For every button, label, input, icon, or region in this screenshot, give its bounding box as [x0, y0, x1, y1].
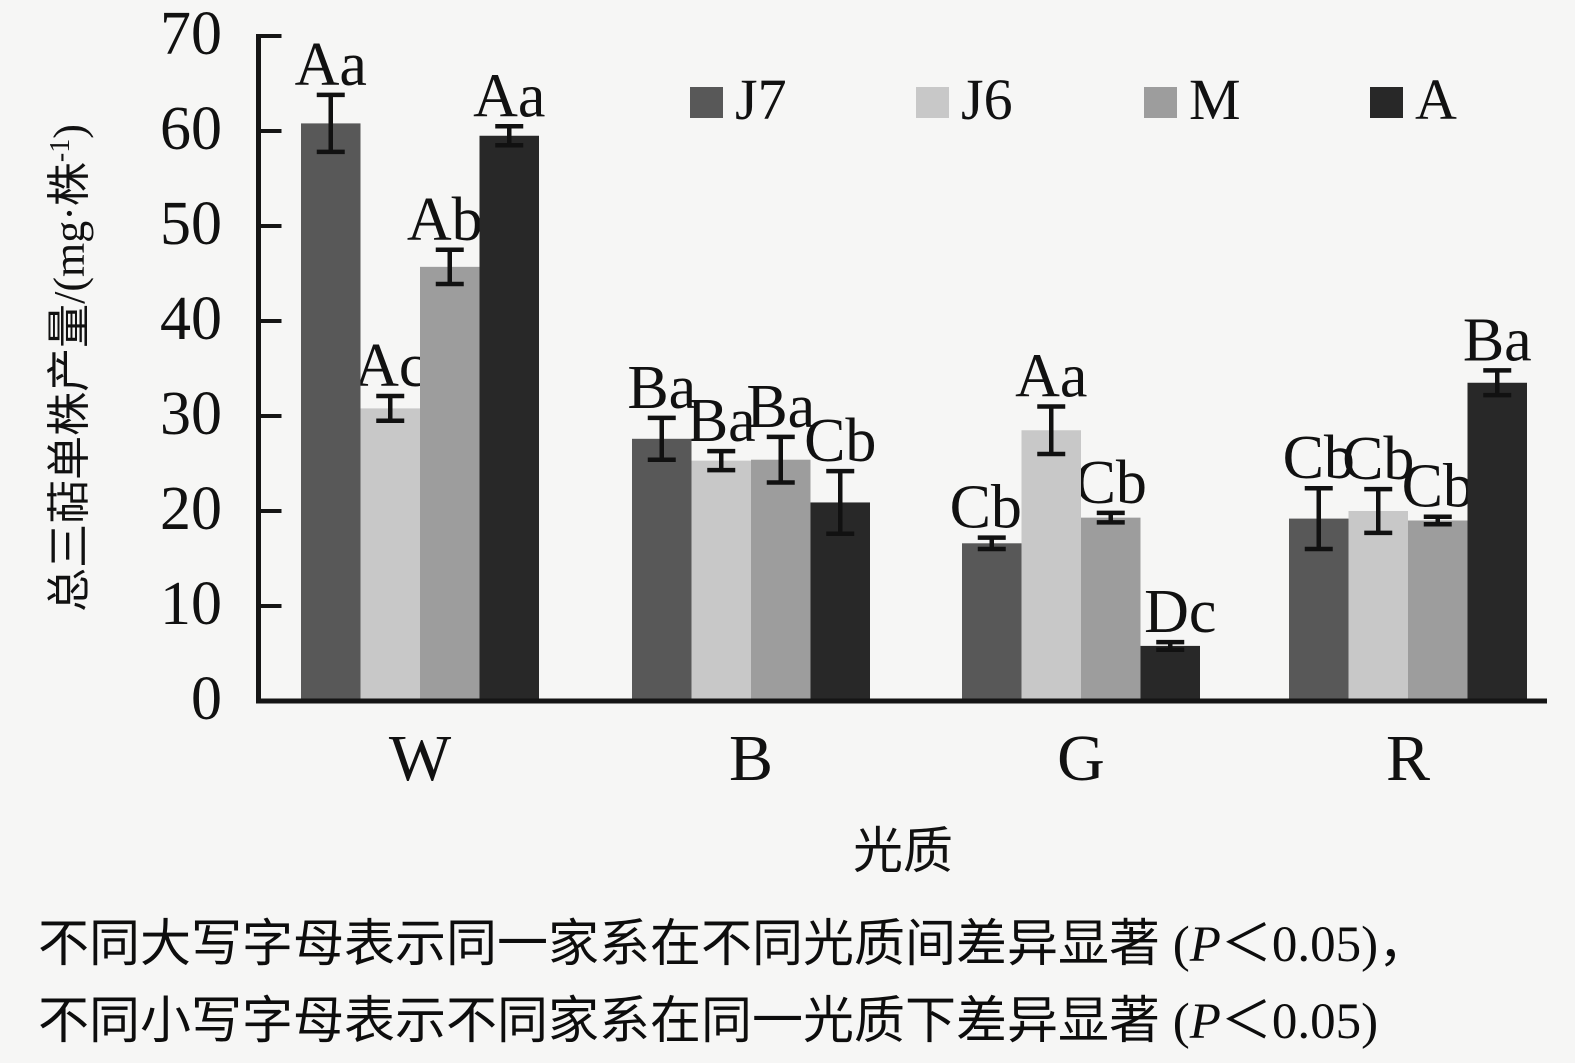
- bar-M-B: [751, 459, 811, 701]
- x-axis-title: 光质: [853, 823, 953, 879]
- sig-label-M-B: Ba: [746, 373, 815, 441]
- bar-M-G: [1081, 517, 1141, 701]
- bar-J6-B: [691, 460, 751, 701]
- y-axis-title: 总三萜单株产量/(mg·株-1): [45, 124, 94, 612]
- bar-J6-R: [1348, 511, 1408, 701]
- bar-J7-W: [301, 123, 361, 701]
- error-bar-J6-R: [1364, 486, 1393, 536]
- error-bar-A-B: [826, 468, 855, 537]
- legend-label-A: A: [1415, 67, 1457, 132]
- error-bar-M-R: [1423, 514, 1452, 527]
- sig-label-M-R: Cb: [1402, 453, 1474, 521]
- sig-label-J7-B: Ba: [627, 354, 696, 422]
- x-category-label-W: W: [389, 722, 452, 795]
- error-bar-J7-R: [1304, 485, 1333, 552]
- bar-J7-B: [632, 438, 692, 701]
- legend-label-J7: J7: [735, 67, 787, 132]
- error-bar-J6-W: [376, 393, 405, 423]
- sig-label-A-G: Dc: [1144, 578, 1216, 646]
- sig-label-J6-B: Ba: [687, 387, 756, 455]
- caption-text: 不同小写字母表示不同家系在同一光质下差异显著 (: [38, 994, 1190, 1050]
- error-bar-J6-B: [707, 448, 736, 473]
- sig-label-J7-G: Cb: [950, 474, 1022, 542]
- x-category-label-R: R: [1386, 722, 1430, 795]
- error-bar-A-W: [495, 124, 524, 148]
- legend-label-J6: J6: [961, 67, 1013, 132]
- error-bar-J6-G: [1037, 404, 1066, 457]
- y-tick-label-50: 50: [160, 190, 222, 258]
- sig-label-M-G: Cb: [1075, 449, 1147, 517]
- error-bar-M-G: [1096, 510, 1125, 525]
- caption-p-symbol: P: [1189, 917, 1221, 973]
- bar-J6-W: [360, 408, 420, 701]
- caption-p-symbol: P: [1189, 994, 1221, 1050]
- y-tick-label-0: 0: [191, 665, 222, 733]
- legend-label-M: M: [1189, 67, 1241, 132]
- x-category-label-B: B: [729, 722, 773, 795]
- bar-J7-G: [962, 543, 1022, 701]
- sig-label-M-W: Ab: [407, 186, 483, 254]
- error-bar-A-G: [1156, 639, 1185, 652]
- sig-label-J7-R: Cb: [1283, 424, 1355, 492]
- sig-label-A-R: Ba: [1463, 306, 1532, 374]
- bar-M-W: [420, 266, 480, 701]
- y-tick-label-40: 40: [160, 285, 222, 353]
- bar-A-G: [1140, 645, 1200, 701]
- sig-label-J6-R: Cb: [1342, 425, 1414, 493]
- caption-line-2: 不同小写字母表示不同家系在同一光质下差异显著 (P＜0.05): [38, 984, 1568, 1061]
- error-bar-M-W: [435, 247, 464, 287]
- caption-text: ＜0.05): [1220, 994, 1379, 1050]
- caption-line-1: 不同大写字母表示同一家系在不同光质间差异显著 (P＜0.05)，: [38, 907, 1568, 984]
- y-tick-label-10: 10: [160, 570, 222, 638]
- sig-label-J6-W: Ac: [354, 332, 426, 400]
- y-tick-label-60: 60: [160, 95, 222, 163]
- error-bar-A-R: [1483, 368, 1512, 398]
- legend-swatch-J6: [916, 87, 949, 118]
- sig-label-J7-W: Aa: [295, 31, 367, 99]
- error-bar-J7-G: [977, 535, 1006, 552]
- bar-A-W: [479, 135, 539, 701]
- y-tick-label-20: 20: [160, 475, 222, 543]
- error-bar-J7-B: [647, 415, 676, 462]
- legend-swatch-J7: [690, 87, 723, 118]
- figure-caption: 不同大写字母表示同一家系在不同光质间差异显著 (P＜0.05)， 不同小写字母表…: [38, 907, 1568, 1061]
- x-category-label-G: G: [1057, 722, 1105, 795]
- caption-text: ＜0.05)，: [1220, 917, 1430, 973]
- bar-J6-G: [1021, 430, 1081, 701]
- y-tick-label-70: 70: [160, 0, 222, 68]
- sig-label-A-B: Cb: [804, 407, 876, 475]
- sig-label-A-W: Aa: [473, 62, 545, 130]
- caption-text: 不同大写字母表示同一家系在不同光质间差异显著 (: [38, 917, 1190, 973]
- legend-swatch-A: [1370, 87, 1403, 118]
- error-bar-J7-W: [316, 92, 345, 155]
- legend-swatch-M: [1144, 87, 1177, 118]
- sig-label-J6-G: Aa: [1015, 343, 1087, 411]
- y-tick-label-30: 30: [160, 380, 222, 448]
- bar-A-R: [1467, 382, 1527, 701]
- bar-M-R: [1408, 520, 1468, 701]
- error-bar-M-B: [766, 434, 795, 485]
